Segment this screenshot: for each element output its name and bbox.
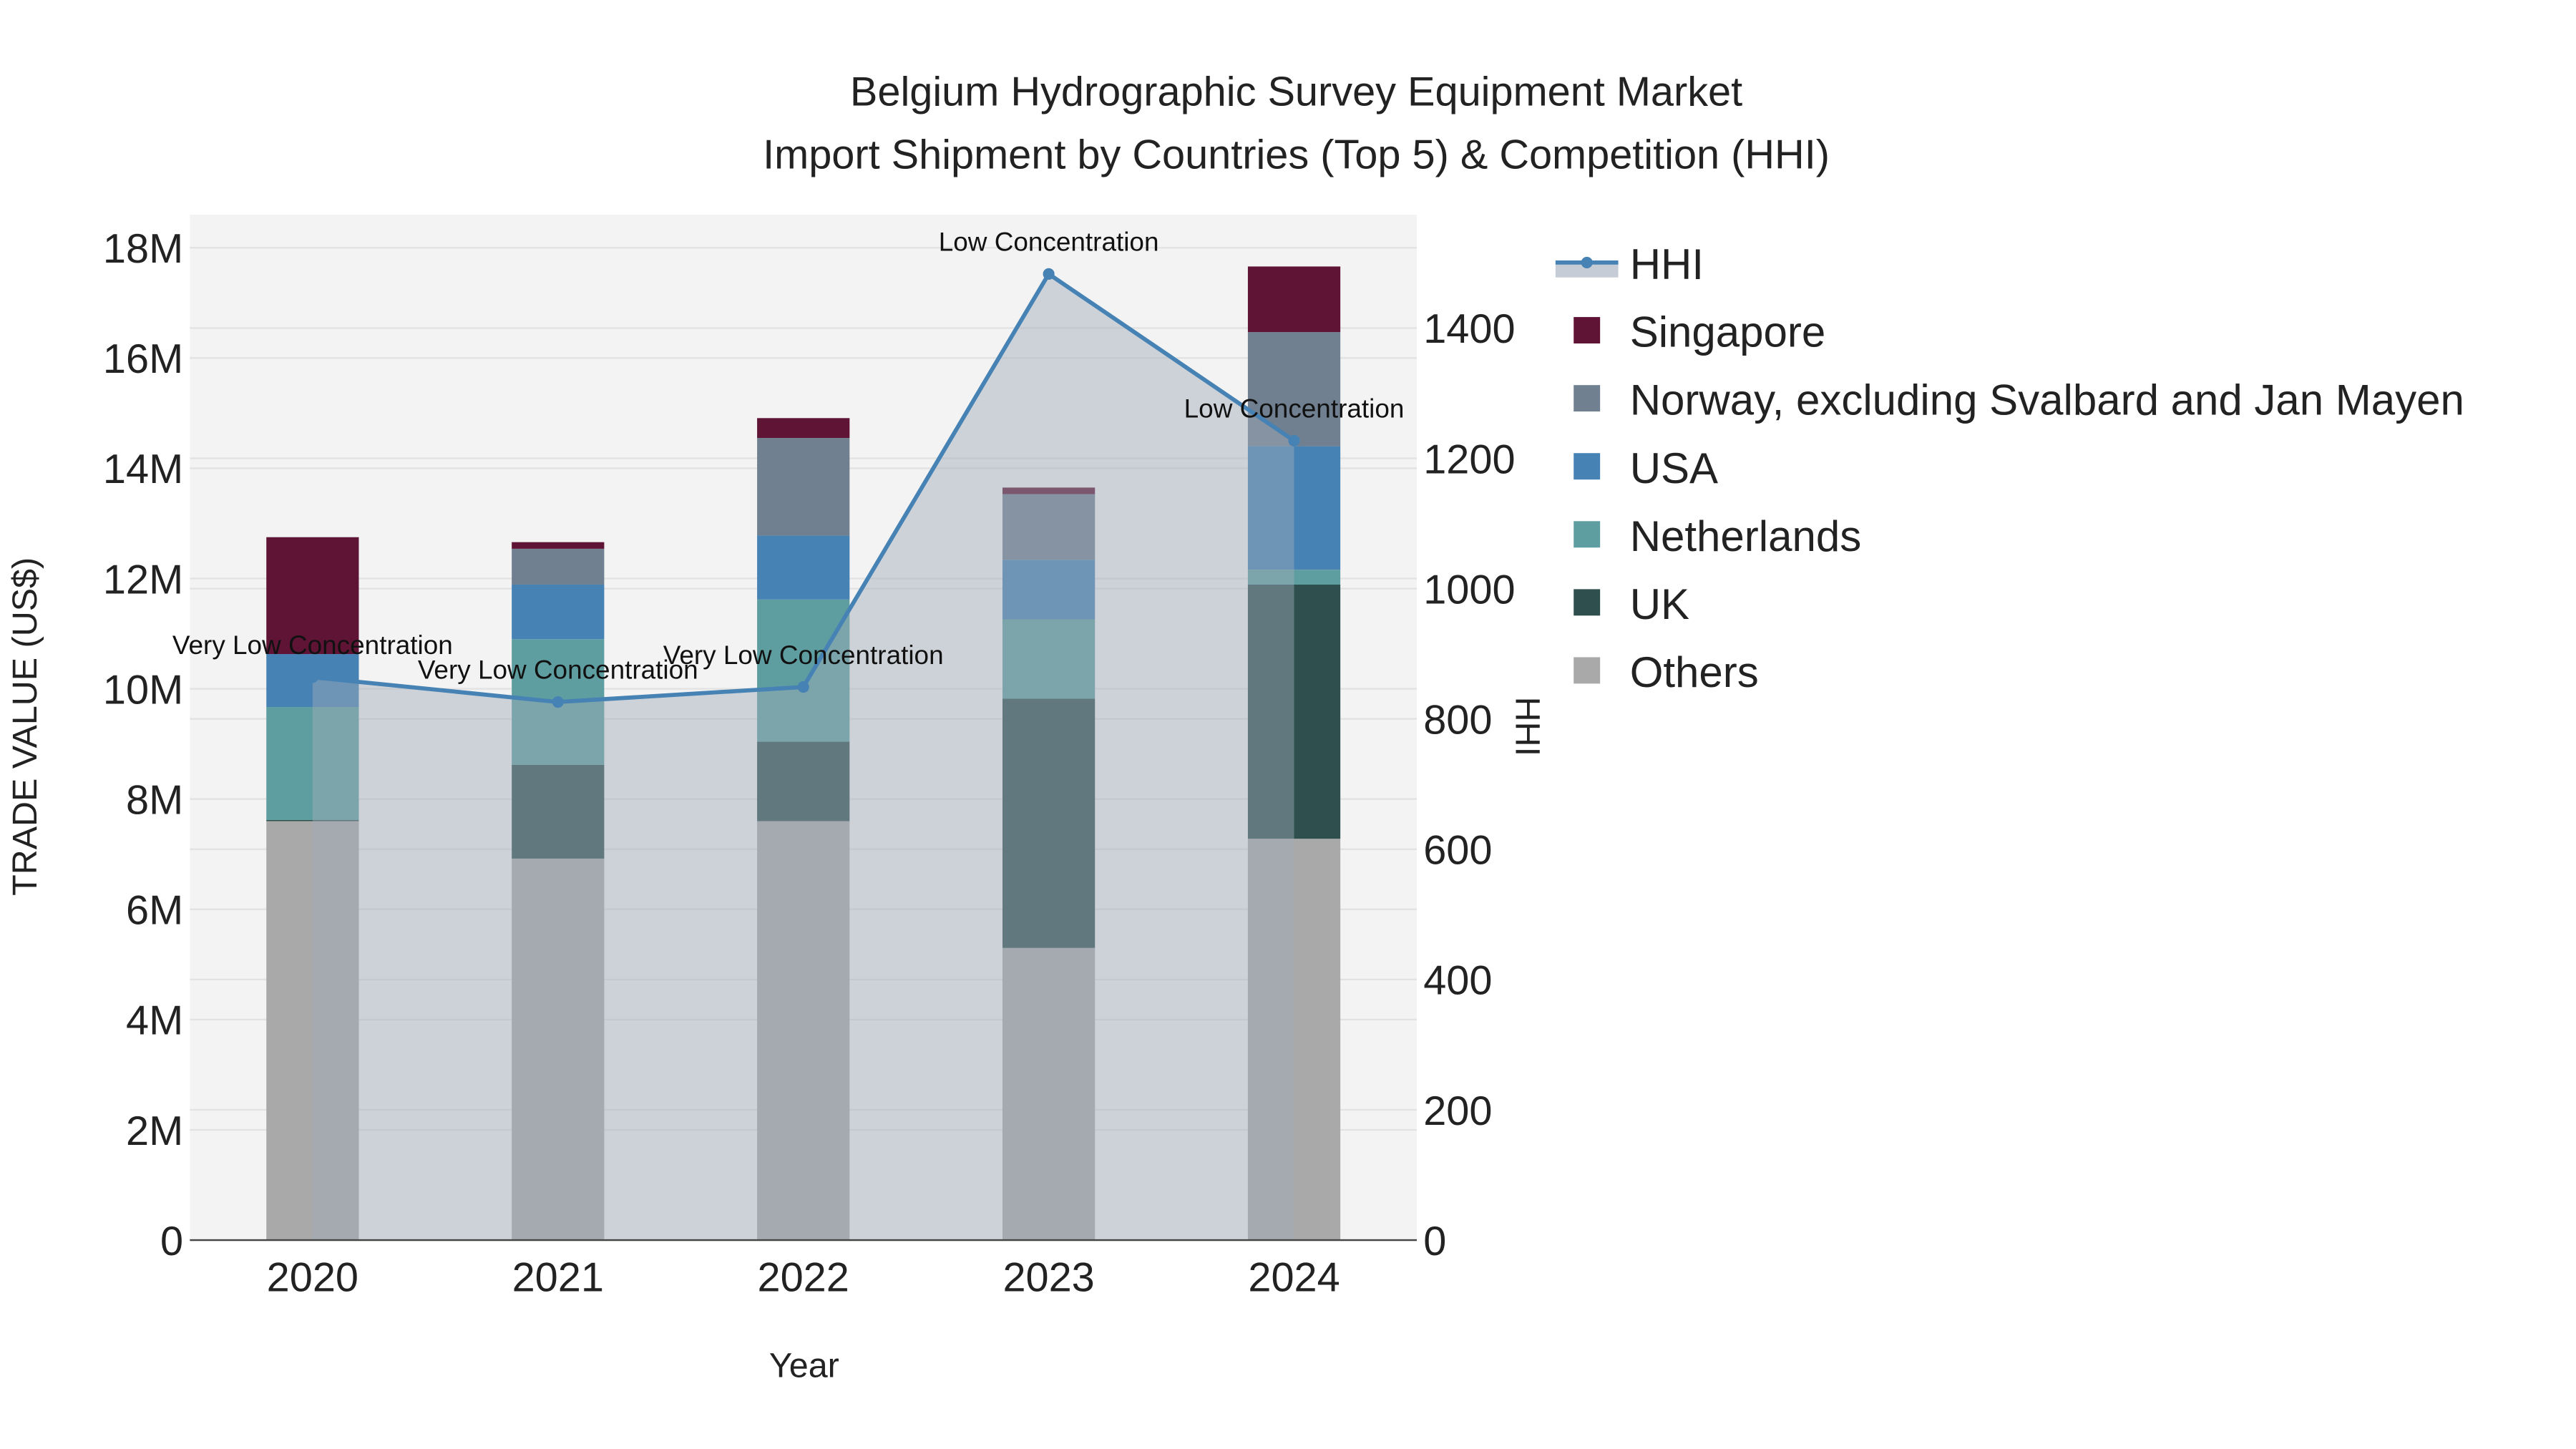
hhi-point-2024 [1288, 434, 1300, 447]
y-tick-label: 2M [126, 1108, 183, 1154]
x-axis-label: Year [769, 1347, 839, 1385]
bar-others-2024 [1247, 839, 1341, 1241]
bars [266, 266, 1341, 1241]
bar-uk-2023 [1002, 698, 1096, 948]
bar-others-2020 [266, 821, 359, 1241]
legend-swatch-netherlands [1574, 521, 1601, 548]
legend-swatch-norway-excluding-svalbard-and-jan-mayen [1574, 385, 1601, 412]
legend-label: Others [1630, 648, 1759, 696]
x-tick-label: 2021 [512, 1255, 604, 1301]
bar-norway-excluding-svalbard-and-jan-mayen-2023 [1002, 494, 1096, 560]
bar-singapore-2020 [266, 537, 359, 655]
y-tick-label: 10M [103, 667, 183, 713]
y2-tick-label: 200 [1423, 1088, 1492, 1134]
legend-swatch-hhi-marker [1581, 256, 1593, 268]
legend-label-hhi: HHI [1630, 240, 1704, 288]
x-tick-label: 2023 [1002, 1255, 1094, 1301]
bar-uk-2024 [1247, 584, 1341, 839]
y-tick-label: 18M [103, 226, 183, 272]
y-tick-label: 6M [126, 888, 183, 934]
bar-others-2023 [1002, 947, 1096, 1241]
hhi-area [312, 273, 1294, 1241]
bar-usa-2024 [1247, 446, 1341, 570]
bar-singapore-2021 [512, 542, 605, 549]
y2-tick-label: 600 [1423, 828, 1492, 874]
hhi-annotation: Very Low Concentration [663, 640, 944, 670]
bar-norway-excluding-svalbard-and-jan-mayen-2024 [1247, 332, 1341, 447]
y2-tick-label: 1200 [1423, 436, 1515, 482]
y-tick-label: 4M [126, 998, 183, 1044]
legend-swatch-others [1574, 657, 1601, 684]
bar-netherlands-2020 [266, 707, 359, 820]
bar-norway-excluding-svalbard-and-jan-mayen-2021 [512, 548, 605, 585]
y2-tick-label: 800 [1423, 697, 1492, 743]
bar-uk-2020 [266, 819, 359, 821]
x-tick-label: 2024 [1248, 1255, 1340, 1301]
hhi-point-2020 [306, 671, 318, 683]
hhi-point-2022 [797, 681, 809, 693]
bar-uk-2022 [757, 741, 850, 821]
y-tick-label: 16M [103, 336, 183, 382]
y2-tick-label: 0 [1423, 1219, 1446, 1264]
legend-label: USA [1630, 444, 1718, 492]
legend-label: Netherlands [1630, 512, 1862, 560]
bar-netherlands-2023 [1002, 619, 1096, 699]
y-tick-label: 0 [160, 1219, 183, 1264]
hhi-point-2023 [1043, 268, 1055, 280]
chart-title: Belgium Hydrographic Survey Equipment Ma… [850, 69, 1742, 115]
legend: HHI Singapore Norway, excluding Svalbard a… [1555, 240, 2464, 696]
hhi-annotation: Low Concentration [1184, 394, 1405, 424]
bar-netherlands-2024 [1247, 570, 1341, 585]
bar-usa-2021 [512, 584, 605, 640]
y-tick-label: 12M [103, 557, 183, 602]
x-tick-label: 2020 [267, 1255, 358, 1301]
legend-swatch-hhi-area [1555, 262, 1619, 278]
x-tick-label: 2022 [758, 1255, 849, 1301]
legend-swatch-singapore [1574, 317, 1601, 343]
hhi-point-2021 [552, 696, 564, 708]
bar-norway-excluding-svalbard-and-jan-mayen-2022 [757, 438, 850, 536]
hhi-annotation: Very Low Concentration [172, 630, 453, 660]
bar-singapore-2024 [1247, 266, 1341, 333]
x-axis-ticks: 2020 2021 2022 2023 2024 [267, 1255, 1340, 1301]
legend-swatch-usa [1574, 453, 1601, 480]
y-tick-label: 14M [103, 447, 183, 492]
legend-label: UK [1630, 580, 1689, 628]
bar-netherlands-2022 [757, 599, 850, 742]
hhi-annotation: Low Concentration [939, 228, 1159, 257]
legend-label: Singapore [1630, 308, 1826, 356]
y2-axis-ticks: 0 200 400 600 800 1000 1200 1400 [1423, 306, 1515, 1264]
y2-tick-label: 1000 [1423, 567, 1515, 613]
bar-usa-2022 [757, 535, 850, 600]
legend-label: Norway, excluding Svalbard and Jan Mayen [1630, 376, 2464, 424]
bar-uk-2021 [512, 764, 605, 859]
y-tick-label: 8M [126, 777, 183, 823]
y-axis-ticks: 0 2M 4M 6M 8M 10M 12M 14M 16M 18M [103, 226, 183, 1264]
bar-singapore-2022 [757, 418, 850, 439]
hhi-annotation: Very Low Concentration [418, 655, 698, 685]
chart-subtitle: Import Shipment by Countries (Top 5) & C… [763, 132, 1830, 177]
bar-singapore-2023 [1002, 487, 1096, 494]
bar-others-2021 [512, 858, 605, 1241]
y-axis-label: TRADE VALUE (US$) [6, 557, 44, 896]
y2-tick-label: 1400 [1423, 306, 1515, 352]
y2-axis-label: HHI [1508, 697, 1546, 756]
legend-swatch-uk [1574, 589, 1601, 616]
bar-usa-2023 [1002, 560, 1096, 620]
y2-tick-label: 400 [1423, 958, 1492, 1004]
bar-others-2022 [757, 821, 850, 1241]
